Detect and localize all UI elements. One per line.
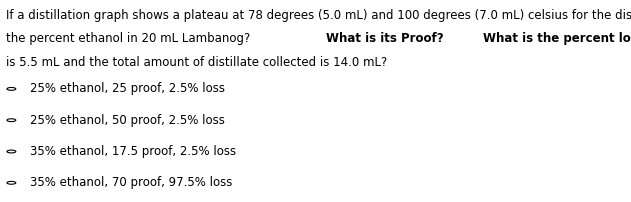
Text: the percent ethanol in 20 mL Lambanog?: the percent ethanol in 20 mL Lambanog?	[6, 32, 254, 45]
Text: If a distillation graph shows a plateau at 78 degrees (5.0 mL) and 100 degrees (: If a distillation graph shows a plateau …	[6, 9, 631, 22]
Text: What is its Proof?: What is its Proof?	[326, 32, 444, 45]
Text: What is the percent loss,: What is the percent loss,	[483, 32, 631, 45]
Text: 25% ethanol, 25 proof, 2.5% loss: 25% ethanol, 25 proof, 2.5% loss	[30, 82, 225, 95]
Text: 25% ethanol, 50 proof, 2.5% loss: 25% ethanol, 50 proof, 2.5% loss	[30, 114, 225, 127]
Text: 35% ethanol, 17.5 proof, 2.5% loss: 35% ethanol, 17.5 proof, 2.5% loss	[30, 145, 237, 158]
Text: is 5.5 mL and the total amount of distillate collected is 14.0 mL?: is 5.5 mL and the total amount of distil…	[6, 56, 387, 68]
Text: 35% ethanol, 70 proof, 97.5% loss: 35% ethanol, 70 proof, 97.5% loss	[30, 176, 233, 189]
